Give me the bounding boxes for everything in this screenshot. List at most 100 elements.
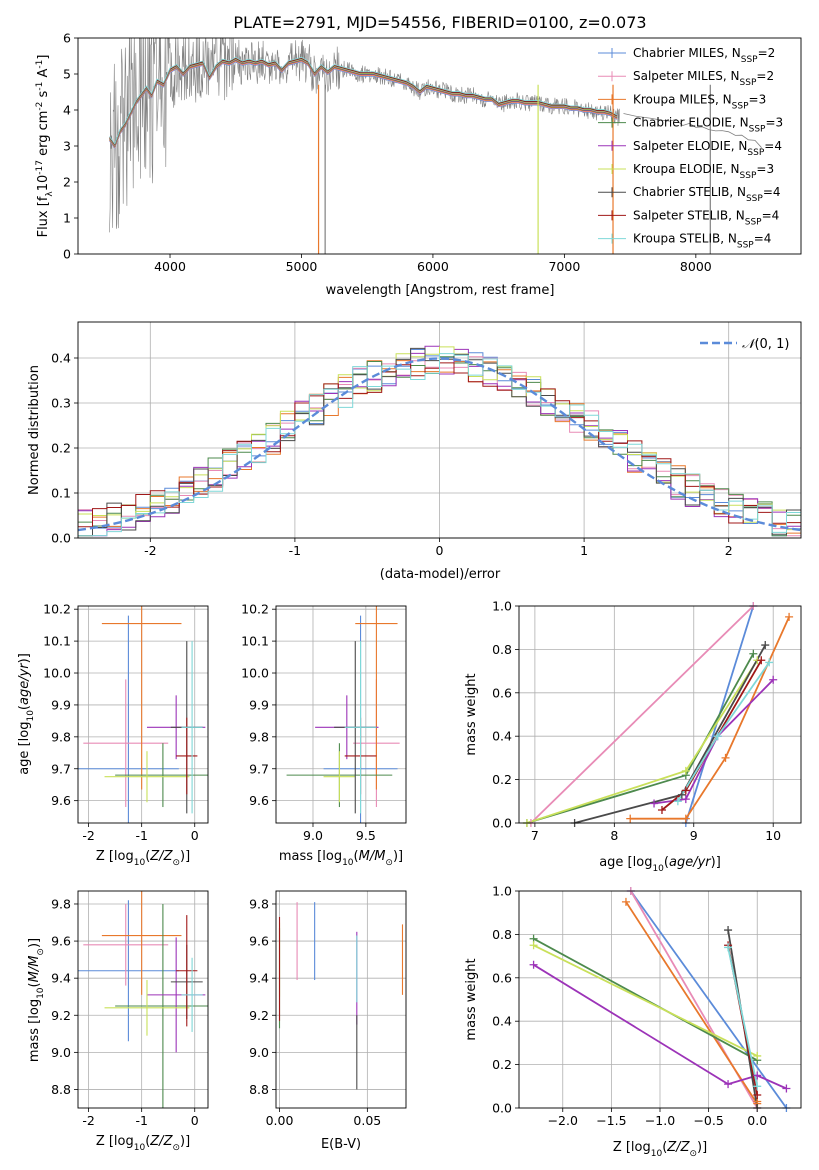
x-tick-label: −0.5 bbox=[693, 1113, 723, 1128]
y-axis-label: Flux [fλ10-17 erg cm-2 s-1 A-1] bbox=[35, 55, 55, 238]
normal-curve bbox=[78, 357, 801, 532]
axes-frame bbox=[77, 890, 209, 1109]
y-tick-label: 5 bbox=[63, 67, 71, 82]
y-tick-label: 1.0 bbox=[492, 884, 512, 899]
y-axis-label: mass weight bbox=[464, 958, 479, 1040]
y-tick-label: 4 bbox=[63, 103, 71, 118]
y-tick-label: 3 bbox=[63, 139, 71, 154]
axes-frame bbox=[77, 605, 209, 824]
legend-label: Kroupa STELIB, NSSP=4 bbox=[633, 232, 771, 251]
y-tick-label: 0.0 bbox=[492, 1101, 512, 1116]
y-tick-label: 0.8 bbox=[492, 642, 512, 657]
x-tick-label: 0 bbox=[191, 828, 199, 843]
y-tick-label: 9.8 bbox=[51, 896, 71, 911]
x-tick-label: -2 bbox=[82, 1113, 94, 1128]
x-axis-label: Z [log10(Z/Z⊙)] bbox=[613, 1140, 707, 1159]
data-point bbox=[650, 799, 659, 808]
data-point bbox=[626, 814, 635, 823]
y-tick-label: 9.0 bbox=[51, 1045, 71, 1060]
mass-weight-line bbox=[653, 679, 774, 805]
y-tick-label: 9.6 bbox=[249, 793, 269, 808]
x-tick-label: 4000 bbox=[154, 259, 186, 274]
y-tick-label: 0.0 bbox=[492, 816, 512, 831]
axes-spectrum: 4000 5000 6000 7000 8000 0 1 2 3 4 5 6 Chabrier MILE… bbox=[35, 31, 802, 298]
x-axis-label: age [log10(age/yr)] bbox=[599, 855, 721, 874]
mass-weight-line bbox=[526, 659, 759, 823]
x-tick-label: 2 bbox=[725, 543, 733, 558]
data-point bbox=[782, 1084, 791, 1093]
y-tick-label: 1.0 bbox=[492, 599, 512, 614]
x-tick-label: 8000 bbox=[680, 259, 712, 274]
x-tick-label: −2.0 bbox=[548, 1113, 578, 1128]
model-line-kroupa-stelib bbox=[109, 56, 618, 145]
y-tick-label: 1 bbox=[63, 211, 71, 226]
x-tick-label: 0.0 bbox=[747, 1113, 767, 1128]
axes-mass-vs-Z: -2 -1 0 8.8 9.0 9.2 9.4 9.6 9.8 Z [log10(Z/Z⊙)] ma… bbox=[27, 890, 209, 1153]
y-tick-label: 0.0 bbox=[51, 531, 71, 546]
y-tick-label: 10.2 bbox=[43, 602, 71, 617]
data-spectrum-tail bbox=[623, 113, 762, 148]
axes-frame bbox=[77, 37, 802, 255]
x-axis-label: wavelength [Angstrom, rest frame] bbox=[326, 283, 555, 298]
data-spectrum-line bbox=[109, 38, 620, 233]
mass-weight-line bbox=[677, 661, 770, 802]
y-tick-label: 9.2 bbox=[51, 1008, 71, 1023]
x-tick-label: 0.05 bbox=[353, 1113, 381, 1128]
data-point bbox=[724, 943, 733, 952]
x-tick-label: -1 bbox=[135, 828, 147, 843]
data-point bbox=[529, 941, 538, 950]
data-point bbox=[753, 1090, 762, 1099]
y-tick-label: 0 bbox=[63, 247, 71, 262]
mass-weight-line bbox=[533, 944, 758, 1057]
axes-frame bbox=[518, 605, 802, 824]
data-point bbox=[673, 797, 682, 806]
data-point bbox=[761, 641, 770, 650]
mass-weight-line bbox=[661, 659, 763, 811]
y-tick-label: 8.8 bbox=[249, 1082, 269, 1097]
data-point bbox=[757, 656, 766, 665]
x-tick-label: −1.5 bbox=[596, 1113, 626, 1128]
y-tick-label: 9.7 bbox=[51, 761, 71, 776]
hist-step-kroupa-stelib bbox=[78, 353, 801, 537]
y-tick-label: 9.6 bbox=[249, 934, 269, 949]
legend-label: Kroupa ELODIE, NSSP=3 bbox=[633, 162, 774, 181]
x-axis-label: (data-model)/error bbox=[380, 567, 501, 582]
x-tick-label: -2 bbox=[144, 543, 156, 558]
axes-mass-weight-vs-Z: −2.0 −1.5 −1.0 −0.5 0.0 0.0 0.2 0.4 0.6 0.8 1.0 Z [… bbox=[464, 884, 802, 1159]
y-axis-label: Normed distribution bbox=[27, 365, 42, 495]
legend-label: Salpeter MILES, NSSP=2 bbox=[633, 69, 774, 88]
x-axis-label: mass [log10(M/M⊙)] bbox=[279, 849, 403, 868]
data-point bbox=[753, 1051, 762, 1060]
mass-weight-line bbox=[630, 616, 790, 820]
data-point bbox=[721, 753, 730, 762]
y-tick-label: 6 bbox=[63, 31, 71, 46]
x-tick-label: 6000 bbox=[417, 259, 449, 274]
y-tick-label: 0.2 bbox=[51, 441, 71, 456]
x-tick-label: 0 bbox=[436, 543, 444, 558]
data-point bbox=[769, 675, 778, 684]
y-tick-label: 9.7 bbox=[249, 761, 269, 776]
x-tick-label: 10 bbox=[765, 828, 781, 843]
x-tick-label: -1 bbox=[289, 543, 301, 558]
y-tick-label: 9.6 bbox=[51, 934, 71, 949]
y-axis-label: mass weight bbox=[464, 673, 479, 755]
y-tick-label: 0.2 bbox=[492, 1057, 512, 1072]
y-axis-label: age [log10(age/yr)] bbox=[17, 653, 36, 775]
axes-mass-vs-ebv: 0.00 0.05 8.8 9.0 9.2 9.4 9.6 9.8 E(B-V) bbox=[249, 890, 407, 1152]
y-tick-label: 9.8 bbox=[249, 896, 269, 911]
x-axis-label: Z [log10(Z/Z⊙)] bbox=[96, 1134, 190, 1153]
y-tick-label: 0.8 bbox=[492, 927, 512, 942]
x-tick-label: 0.00 bbox=[266, 1113, 294, 1128]
data-point bbox=[677, 790, 686, 799]
y-tick-label: 0.4 bbox=[51, 351, 71, 366]
data-point bbox=[621, 897, 630, 906]
mass-weight-line bbox=[526, 653, 755, 823]
axes-age-vs-mass: 9.0 9.5 9.6 9.7 9.8 9.9 10.0 10.1 10.2 mass [log1… bbox=[241, 602, 407, 868]
y-tick-label: 9.4 bbox=[249, 971, 269, 986]
y-tick-label: 10.1 bbox=[43, 634, 71, 649]
x-tick-label: 9.5 bbox=[356, 828, 376, 843]
legend-label: Salpeter ELODIE, NSSP=4 bbox=[633, 139, 782, 158]
y-tick-label: 9.4 bbox=[51, 971, 71, 986]
y-axis-label: mass [log10(M/M⊙)] bbox=[27, 938, 46, 1062]
data-point bbox=[681, 766, 690, 775]
